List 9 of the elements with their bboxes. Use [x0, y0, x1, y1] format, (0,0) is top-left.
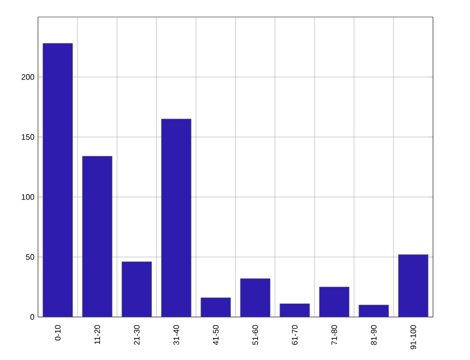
bar — [240, 278, 270, 317]
bar — [280, 304, 310, 317]
bar — [398, 254, 428, 317]
bar — [82, 156, 112, 317]
bar — [161, 118, 192, 317]
bar — [42, 43, 73, 317]
bar — [122, 262, 152, 317]
bar — [200, 298, 231, 317]
bar — [319, 287, 350, 317]
